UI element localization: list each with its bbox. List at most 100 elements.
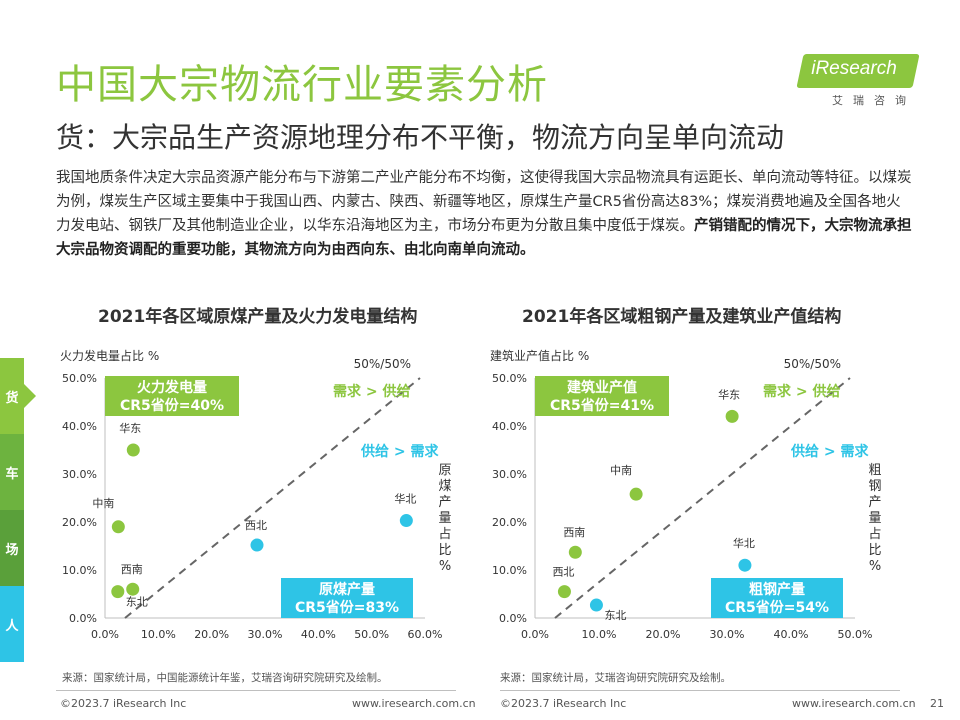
cr5-box-demand-title: 火力发电量 — [137, 379, 207, 396]
source-note-left: 来源：国家统计局，中国能源统计年鉴，艾瑞咨询研究院研究及绘制。 — [62, 672, 388, 684]
page-number: 21 — [930, 697, 944, 710]
y-tick-label: 10.0% — [62, 564, 97, 577]
y-tick-label: 50.0% — [62, 372, 97, 385]
data-point — [111, 585, 125, 599]
side-tab-label: 车 — [5, 466, 19, 482]
cr5-box-supply — [711, 578, 843, 618]
data-point-label: 西南 — [121, 563, 143, 576]
data-point-label: 华东 — [718, 387, 740, 401]
y-tick-label: 0.0% — [69, 612, 97, 625]
footer-url-left: www.iresearch.com.cn — [352, 697, 476, 710]
x-tick-label: 0.0% — [91, 628, 119, 641]
cr5-box-demand-value: CR5省份=41% — [550, 397, 654, 414]
data-point — [589, 598, 603, 612]
cr5-box-demand-value: CR5省份=40% — [120, 397, 224, 414]
data-point-label: 西南 — [563, 526, 585, 539]
intro-paragraph: 我国地质条件决定大宗品资源产能分布与下游第二产业产能分布不均衡，这使得我国大宗品… — [56, 166, 912, 262]
region-label-demand: 需求 > 供给 — [333, 383, 410, 400]
page-title: 中国大宗物流行业要素分析 — [56, 62, 548, 108]
cr5-box-supply-value: CR5省份=54% — [725, 599, 829, 616]
x-tick-label: 0.0% — [521, 628, 549, 641]
data-point-label: 华北 — [394, 492, 416, 506]
y-tick-label: 40.0% — [62, 420, 97, 433]
data-point — [725, 409, 739, 423]
region-label-supply: 供给 > 需求 — [360, 443, 439, 460]
x-tick-label: 40.0% — [301, 628, 336, 641]
cr5-box-demand — [105, 376, 239, 416]
side-tab-label: 场 — [5, 542, 19, 558]
diagonal-50-50-line — [554, 377, 851, 619]
data-point — [250, 538, 264, 552]
x-tick-label: 30.0% — [710, 628, 745, 641]
cr5-box-demand-title: 建筑业产值 — [567, 379, 637, 396]
data-point-label: 中南 — [92, 497, 114, 510]
chart-title-left: 2021年各区域原煤产量及火力发电量结构 — [98, 307, 418, 327]
source-note-right: 来源：国家统计局，艾瑞咨询研究院研究及绘制。 — [500, 672, 731, 684]
data-point-label: 华东 — [119, 421, 141, 435]
data-point-label: 西北 — [245, 519, 267, 532]
side-tab-label: 货 — [5, 390, 19, 406]
chart-title-right: 2021年各区域粗钢产量及建筑业产值结构 — [522, 307, 842, 327]
cr5-box-supply-title: 粗钢产量 — [749, 581, 805, 598]
scatter-chart-steel-construction: 0.0% 10.0% 20.0% 30.0% 40.0% 50.0% 0.0% 10.0% 20… — [490, 348, 882, 641]
logo-subtext: 艾瑞咨询 — [832, 94, 916, 107]
data-point-label: 东北 — [126, 596, 148, 609]
y-axis-title: 建筑业产值占比 % — [490, 348, 589, 363]
y-tick-label: 20.0% — [492, 516, 527, 529]
data-point-label: 华北 — [733, 536, 755, 550]
data-point — [557, 585, 571, 599]
y-tick-label: 30.0% — [492, 468, 527, 481]
side-tab-people[interactable]: 人 — [0, 586, 24, 662]
data-point — [738, 558, 752, 572]
x-axis-title: 原煤产量占比% — [438, 463, 451, 574]
active-tab-arrow — [24, 384, 36, 408]
data-point — [126, 582, 140, 596]
page-subtitle: 货：大宗品生产资源地理分布不平衡，物流方向呈单向流动 — [56, 121, 785, 154]
intro-emphasis: 产销错配的情况下，大宗物流承担大宗品物资调配的重要功能，其物流方向为由西向东、由… — [56, 218, 912, 258]
y-tick-label: 30.0% — [62, 468, 97, 481]
side-tab-vehicles[interactable]: 车 — [0, 434, 24, 510]
x-tick-label: 50.0% — [838, 628, 873, 641]
cr5-box-supply-value: CR5省份=83% — [295, 599, 399, 616]
side-tab-goods[interactable]: 货 — [0, 358, 36, 434]
region-label-demand: 需求 > 供给 — [763, 383, 840, 400]
region-label-supply: 供给 > 需求 — [790, 443, 869, 460]
footer-divider-left — [56, 690, 456, 691]
y-tick-label: 20.0% — [62, 516, 97, 529]
iresearch-logo: iResearch 艾瑞咨询 — [786, 50, 920, 110]
y-tick-label: 40.0% — [492, 420, 527, 433]
data-point — [126, 443, 140, 457]
x-tick-label: 50.0% — [354, 628, 389, 641]
scatter-chart-coal-power: 0.0% 10.0% 20.0% 30.0% 40.0% 50.0% 0.0% 10.0% 20… — [60, 348, 452, 641]
x-axis-title: 粗钢产量占比% — [868, 463, 881, 574]
x-tick-label: 60.0% — [408, 628, 443, 641]
cr5-box-supply-title: 原煤产量 — [319, 581, 375, 598]
y-tick-label: 50.0% — [492, 372, 527, 385]
y-axis-title: 火力发电量占比 % — [60, 348, 159, 363]
side-tab-label: 人 — [5, 618, 19, 634]
footer-divider-right — [500, 690, 900, 691]
cr5-box-supply — [281, 578, 413, 618]
footer-copyright-right: ©2023.7 iResearch Inc — [500, 697, 627, 710]
x-tick-label: 10.0% — [582, 628, 617, 641]
side-tabs: 货 车 场 人 — [0, 358, 36, 662]
diagonal-label: 50%/50% — [354, 357, 411, 371]
data-point-label: 西北 — [552, 566, 574, 579]
x-tick-label: 10.0% — [141, 628, 176, 641]
y-tick-label: 0.0% — [499, 612, 527, 625]
x-tick-label: 30.0% — [248, 628, 283, 641]
x-tick-label: 20.0% — [646, 628, 681, 641]
data-point-label: 中南 — [610, 464, 632, 477]
diagonal-50-50-line — [124, 377, 421, 619]
side-tab-venues[interactable]: 场 — [0, 510, 24, 586]
footer-copyright-left: ©2023.7 iResearch Inc — [60, 697, 187, 710]
data-point — [399, 514, 413, 528]
x-tick-label: 20.0% — [194, 628, 229, 641]
data-point — [629, 487, 643, 501]
diagonal-label: 50%/50% — [784, 357, 841, 371]
data-point — [111, 520, 125, 534]
cr5-box-demand — [535, 376, 669, 416]
x-tick-label: 40.0% — [774, 628, 809, 641]
data-point-label: 东北 — [604, 609, 626, 622]
intro-text: 我国地质条件决定大宗品资源产能分布与下游第二产业产能分布不均衡，这使得我国大宗品… — [56, 170, 912, 234]
